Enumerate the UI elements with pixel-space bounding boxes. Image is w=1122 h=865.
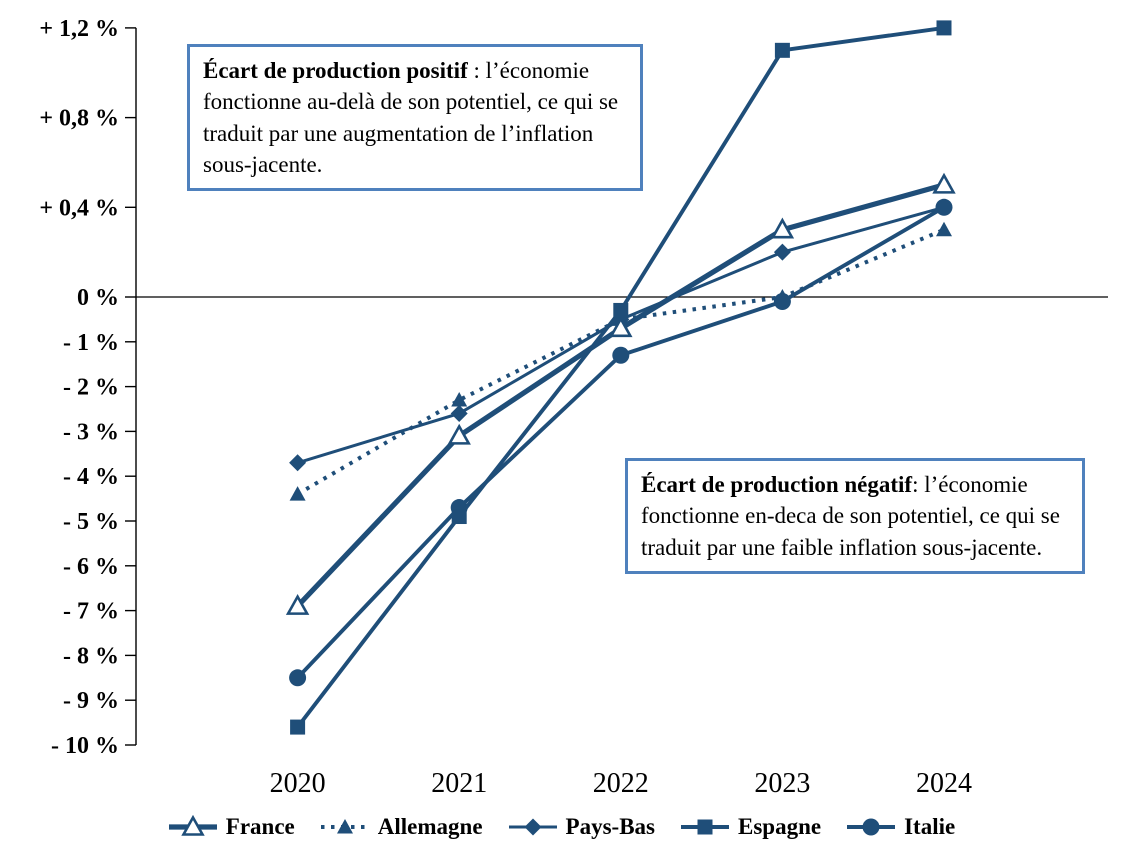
y-tick-label: + 0,8 %	[39, 106, 119, 132]
legend-diamond-icon	[508, 818, 557, 836]
y-tick-label: - 10 %	[51, 733, 119, 759]
positive-note-body: : l’économie fonctionne au-delà de son p…	[203, 58, 619, 177]
marker-allemagne-2024	[936, 221, 952, 237]
y-tick-label: - 8 %	[63, 643, 119, 669]
y-tick-label: - 7 %	[63, 599, 119, 625]
legend-open-triangle-icon	[168, 815, 217, 836]
marker-pays-bas-2021	[450, 404, 468, 422]
legend: France Allemagne Pays-Bas Espagne Italie	[0, 814, 1122, 840]
marker-allemagne-2020	[289, 486, 306, 501]
negative-note-body: : l’économie fonctionne en-deca de son p…	[641, 472, 1060, 560]
positive-output-gap-note: Écart de production positif : l’économie…	[187, 44, 643, 192]
marker-espagne-2020	[290, 719, 306, 735]
y-tick-label: 0 %	[77, 285, 119, 311]
marker-pays-bas-2023	[773, 243, 791, 261]
marker-france-2020	[285, 593, 310, 615]
marker-italie-2024	[935, 198, 953, 216]
legend-marker-shape	[862, 818, 880, 836]
legend-item-allemagne: Allemagne	[319, 814, 483, 840]
series-line-italie	[296, 205, 945, 680]
negative-note-lead: Écart de production négatif	[641, 472, 913, 497]
legend-item-espagne: Espagne	[679, 814, 821, 840]
y-tick-label: - 6 %	[63, 554, 119, 580]
legend-label-france: France	[225, 814, 295, 839]
marker-pays-bas-2020	[289, 454, 307, 472]
marker-italie-2023	[773, 292, 791, 310]
legend-filled-triangle-icon	[320, 819, 369, 834]
marker-espagne-2022	[613, 302, 629, 318]
y-tick-label: - 1 %	[63, 330, 119, 356]
legend-item-france: France	[167, 814, 295, 840]
x-label-2021: 2021	[431, 768, 487, 799]
y-tick-label: + 1,2 %	[39, 16, 119, 42]
y-tick-label: + 0,4 %	[39, 195, 119, 221]
legend-item-pays-bas: Pays-Bas	[507, 814, 655, 840]
legend-marker-shape	[697, 819, 713, 835]
marker-espagne-2023	[774, 42, 790, 58]
marker-italie-2020	[289, 669, 307, 687]
x-label-2023: 2023	[754, 768, 810, 799]
marker-france-2024	[932, 172, 956, 194]
positive-note-lead: Écart de production positif	[203, 58, 468, 83]
legend-label-espagne: Espagne	[737, 814, 822, 839]
marker-espagne-2024	[936, 20, 952, 36]
legend-marker-shape	[181, 815, 205, 836]
x-label-2020: 2020	[270, 768, 326, 799]
legend-label-italie: Italie	[904, 814, 956, 839]
legend-marker-shape	[336, 819, 353, 834]
marker-france-2022	[609, 316, 633, 338]
legend-label-pays-bas: Pays-Bas	[565, 814, 655, 839]
marker-france-2021	[447, 423, 471, 445]
legend-label-allemagne: Allemagne	[377, 814, 483, 839]
marker-espagne-2021	[451, 509, 467, 525]
x-label-2022: 2022	[593, 768, 649, 799]
marker-allemagne-2021	[451, 392, 468, 407]
marker-france-2023	[770, 217, 795, 239]
x-label-2024: 2024	[916, 768, 972, 799]
negative-output-gap-note: Écart de production négatif: l’économie …	[625, 458, 1085, 574]
y-tick-label: - 4 %	[63, 464, 119, 490]
y-tick-label: - 3 %	[63, 419, 119, 445]
y-tick-label: - 9 %	[63, 688, 119, 714]
y-tick-label: - 5 %	[63, 509, 119, 535]
legend-square-icon	[680, 819, 729, 835]
legend-marker-shape	[524, 818, 542, 836]
y-tick-label: - 2 %	[63, 375, 119, 401]
legend-circle-icon	[847, 818, 896, 836]
legend-item-italie: Italie	[845, 814, 955, 840]
marker-italie-2022	[612, 346, 630, 364]
